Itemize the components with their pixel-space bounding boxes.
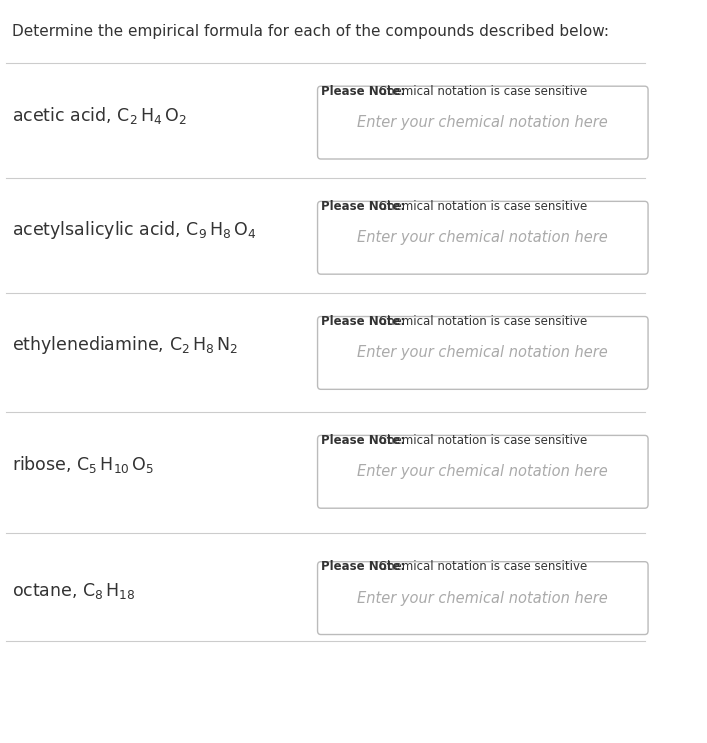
FancyBboxPatch shape	[317, 317, 648, 389]
Text: Please Note:: Please Note:	[321, 434, 405, 447]
Text: Please Note:: Please Note:	[321, 85, 405, 98]
Text: ribose, $\mathrm{C_5\,H_{10}\,O_5}$: ribose, $\mathrm{C_5\,H_{10}\,O_5}$	[11, 454, 154, 475]
Text: Chemical notation is case sensitive: Chemical notation is case sensitive	[375, 434, 587, 447]
Text: Please Note:: Please Note:	[321, 560, 405, 574]
Text: Enter your chemical notation here: Enter your chemical notation here	[358, 115, 608, 130]
Text: acetic acid, $\mathrm{C_2\,H_4\,O_2}$: acetic acid, $\mathrm{C_2\,H_4\,O_2}$	[11, 105, 187, 126]
Text: Enter your chemical notation here: Enter your chemical notation here	[358, 591, 608, 606]
Text: Please Note:: Please Note:	[321, 200, 405, 213]
Text: Enter your chemical notation here: Enter your chemical notation here	[358, 345, 608, 360]
Text: octane, $\mathrm{C_8\,H_{18}}$: octane, $\mathrm{C_8\,H_{18}}$	[11, 581, 135, 600]
Text: ethylenediamine, $\mathrm{C_2\,H_8\,N_2}$: ethylenediamine, $\mathrm{C_2\,H_8\,N_2}…	[11, 334, 238, 357]
FancyBboxPatch shape	[317, 86, 648, 159]
Text: Enter your chemical notation here: Enter your chemical notation here	[358, 464, 608, 479]
Text: Chemical notation is case sensitive: Chemical notation is case sensitive	[375, 85, 587, 98]
Text: acetylsalicylic acid, $\mathrm{C_9\,H_8\,O_4}$: acetylsalicylic acid, $\mathrm{C_9\,H_8\…	[11, 219, 256, 241]
FancyBboxPatch shape	[317, 435, 648, 508]
Text: Determine the empirical formula for each of the compounds described below:: Determine the empirical formula for each…	[11, 24, 609, 39]
Text: Chemical notation is case sensitive: Chemical notation is case sensitive	[375, 560, 587, 574]
FancyBboxPatch shape	[317, 562, 648, 635]
Text: Enter your chemical notation here: Enter your chemical notation here	[358, 230, 608, 245]
Text: Please Note:: Please Note:	[321, 315, 405, 328]
FancyBboxPatch shape	[317, 201, 648, 274]
Text: Chemical notation is case sensitive: Chemical notation is case sensitive	[375, 200, 587, 213]
Text: Chemical notation is case sensitive: Chemical notation is case sensitive	[375, 315, 587, 328]
